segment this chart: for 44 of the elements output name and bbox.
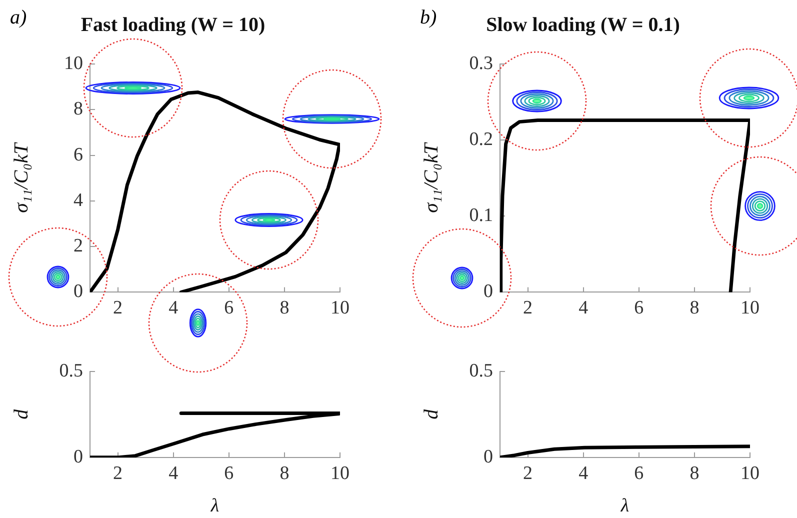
x-tick-label: 4 — [168, 462, 179, 484]
x-tick-label: 2 — [113, 298, 123, 319]
y-tick-label: 0 — [484, 446, 493, 468]
y-tick-label: 0.3 — [469, 52, 493, 74]
y-tick-label: 0.5 — [59, 360, 83, 382]
y-tick-label: 0 — [74, 446, 83, 468]
chart-title: Slow loading (W = 0.1) — [486, 14, 680, 36]
y-axis-title: d — [10, 408, 32, 420]
x-axis-title: λ — [620, 496, 630, 517]
y-tick-label: 0 — [74, 281, 83, 302]
x-tick-label: 4 — [168, 298, 179, 319]
x-tick-label: 10 — [330, 462, 350, 484]
y-tick-label: 0 — [484, 281, 493, 302]
x-axis-title: λ — [210, 496, 220, 517]
y-tick-label: 8 — [74, 98, 83, 120]
x-tick-label: 4 — [578, 462, 589, 484]
y-tick-label: 10 — [64, 52, 83, 74]
text: a) — [10, 6, 27, 28]
y-axis-title: σ₁₁/C₀kT — [420, 141, 442, 213]
y-tick-label: 6 — [74, 144, 83, 166]
text: b) — [420, 6, 437, 28]
y-axis-title: σ₁₁/C₀kT — [10, 141, 32, 213]
x-tick-label: 6 — [634, 298, 644, 319]
y-tick-label: 2 — [74, 236, 83, 257]
x-tick-label: 6 — [224, 462, 234, 484]
x-tick-label: 2 — [523, 462, 533, 484]
x-tick-label: 8 — [690, 298, 700, 319]
chart-title: Fast loading (W = 10) — [80, 14, 266, 36]
x-tick-label: 10 — [740, 462, 760, 484]
x-tick-label: 6 — [224, 298, 234, 319]
y-tick-label: 0.1 — [469, 205, 493, 226]
y-tick-label: 0.2 — [469, 129, 493, 150]
y-axis-title: d — [420, 408, 442, 420]
x-tick-label: 8 — [280, 462, 290, 484]
x-tick-label: 10 — [330, 298, 350, 319]
x-tick-label: 4 — [578, 298, 589, 319]
x-tick-label: 8 — [690, 462, 700, 484]
y-tick-label: 4 — [74, 190, 84, 211]
x-tick-label: 10 — [740, 298, 760, 319]
x-tick-label: 6 — [634, 462, 644, 484]
x-tick-label: 2 — [523, 298, 533, 319]
y-tick-label: 0.5 — [469, 360, 493, 382]
x-tick-label: 2 — [113, 462, 123, 484]
x-tick-label: 8 — [280, 298, 290, 319]
